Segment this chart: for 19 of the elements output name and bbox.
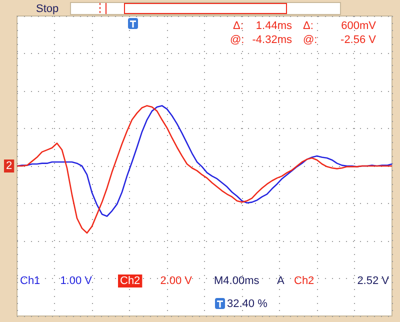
text: Δ: (303, 20, 314, 32)
text: 1.44ms (256, 20, 292, 32)
text: Ch2 (294, 275, 314, 287)
text: 2 (6, 160, 12, 172)
text: Ch2 (120, 275, 140, 287)
text: 600mV (341, 20, 377, 32)
text: -4.32ms (252, 34, 292, 46)
text: Ch1 (20, 275, 40, 287)
text: Stop (36, 3, 59, 15)
text: A (277, 275, 285, 287)
text: @: (303, 34, 318, 46)
text: Δ: (233, 20, 244, 32)
text: 32.40 % (227, 298, 268, 310)
text: 2.00 V (160, 275, 193, 287)
text: @: (230, 34, 244, 46)
text: M4.00ms (214, 275, 260, 287)
text: 2.52 V (357, 275, 390, 287)
text: -2.56 V (340, 34, 377, 46)
text: 1.00 V (60, 275, 93, 287)
